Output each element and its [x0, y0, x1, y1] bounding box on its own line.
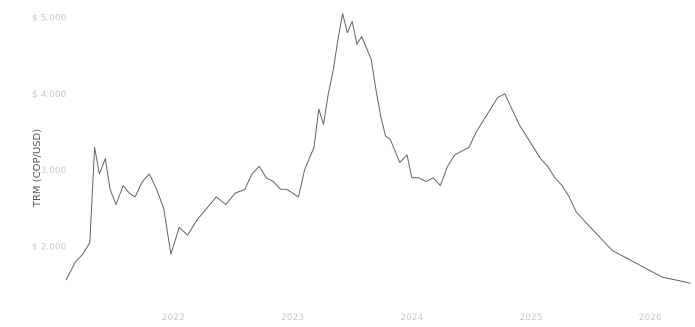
series-line-trm [65, 13, 691, 284]
y-axis-ticks: $ 5.000 $ 4.000 $ 3.000 $ 2.000 [32, 13, 67, 252]
x-tick-label: 2024 [400, 313, 423, 323]
x-tick-label: 2026 [639, 313, 662, 323]
x-tick-label: 2023 [281, 313, 304, 323]
x-tick-label: 2022 [162, 313, 185, 323]
y-axis-label: TRM (COP/USD) [32, 129, 43, 208]
y-tick-label: $ 3.000 [32, 166, 67, 176]
x-tick-label: 2025 [520, 313, 543, 323]
y-tick-label: $ 5.000 [32, 13, 67, 23]
plot-area: $ 5.000$ 4.000$ 3.000$ 2.000 2022 2023 202… [32, 13, 691, 323]
y-tick-label: $ 2.000 [32, 243, 67, 253]
x-axis-ticks: 2022 2023 2024 2025 2026 [162, 313, 662, 323]
y-tick-label: $ 4.000 [32, 90, 67, 100]
